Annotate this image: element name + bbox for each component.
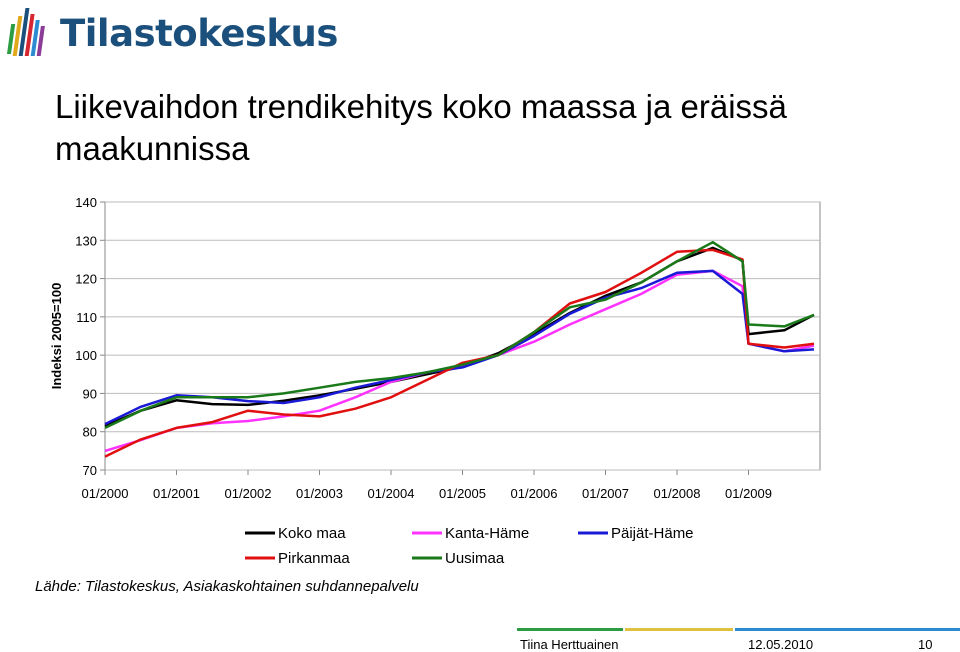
legend-label: Uusimaa <box>445 550 505 567</box>
footer-bar-green <box>517 628 623 631</box>
y-tick-label: 80 <box>83 425 97 440</box>
y-tick-label: 130 <box>75 233 97 248</box>
x-tick-label: 01/2002 <box>225 486 272 501</box>
x-tick-label: 01/2004 <box>368 486 415 501</box>
x-tick-label: 01/2001 <box>153 486 200 501</box>
y-tick-label: 90 <box>83 386 97 401</box>
y-tick-label: 140 <box>75 195 97 210</box>
x-tick-label: 01/2008 <box>654 486 701 501</box>
x-tick-label: 01/2006 <box>511 486 558 501</box>
series-line <box>104 248 815 458</box>
footer-author: Tiina Herttuainen <box>520 637 619 652</box>
series-line <box>104 269 815 453</box>
x-tick-label: 01/2009 <box>725 486 772 501</box>
legend-label: Koko maa <box>278 525 346 542</box>
footer-date: 12.05.2010 <box>748 637 814 652</box>
x-tick-label: 01/2007 <box>582 486 629 501</box>
series-line <box>104 240 815 430</box>
y-tick-label: 120 <box>75 272 97 287</box>
y-axis-label: Indeksi 2005=100 <box>49 283 64 390</box>
y-tick-label: 70 <box>83 463 97 478</box>
y-tick-label: 100 <box>75 348 97 363</box>
x-tick-label: 01/2003 <box>296 486 343 501</box>
legend-label: Päijät-Häme <box>611 525 694 542</box>
line-chart: 70 80 90 100 110 120 130 140 01/2000 01/2001 01/20… <box>49 195 821 567</box>
legend-label: Pirkanmaa <box>278 550 350 567</box>
logo-mark-icon <box>6 8 45 56</box>
footer-page-number: 10 <box>918 637 933 652</box>
x-tick-label: 01/2005 <box>439 486 486 501</box>
page-title: Liikevaihdon trendikehitys koko maassa j… <box>55 88 787 167</box>
footer-bar-blue <box>735 628 960 631</box>
legend-label: Kanta-Häme <box>445 525 529 542</box>
x-tick-label: 01/2000 <box>82 486 129 501</box>
tilastokeskus-logo: Tilastokeskus <box>4 4 338 62</box>
series-line <box>104 246 815 428</box>
series-line <box>104 269 815 426</box>
logo-text: Tilastokeskus <box>60 12 338 55</box>
source-note: Lähde: Tilastokeskus, Asiakaskohtainen s… <box>35 578 419 595</box>
y-tick-label: 110 <box>76 310 97 325</box>
footer-bar-yellow <box>625 628 733 631</box>
